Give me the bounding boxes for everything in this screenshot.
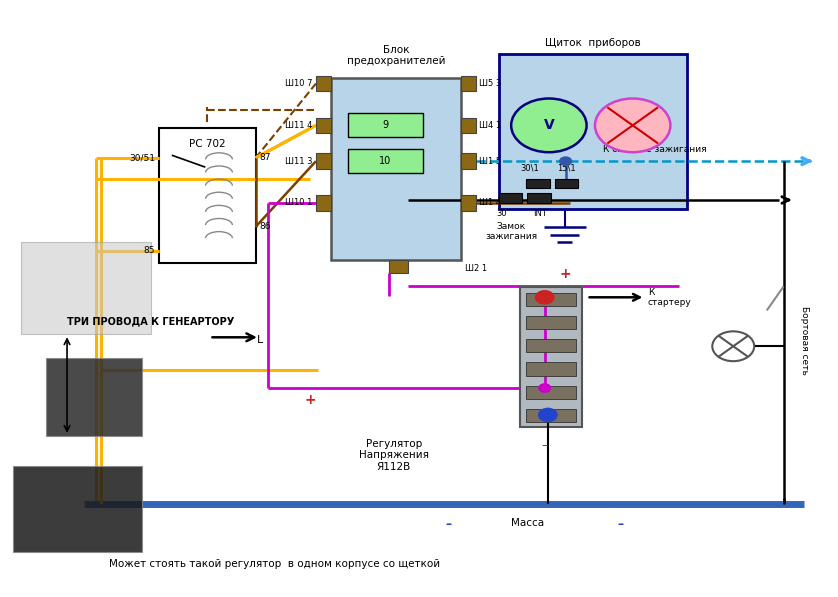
FancyBboxPatch shape [461, 118, 476, 133]
FancyBboxPatch shape [348, 149, 423, 173]
Text: INT: INT [534, 209, 547, 218]
Circle shape [539, 384, 551, 392]
Text: –: – [541, 439, 548, 452]
FancyBboxPatch shape [527, 193, 551, 203]
FancyBboxPatch shape [526, 293, 576, 306]
Text: Ш10 1: Ш10 1 [285, 198, 313, 208]
FancyBboxPatch shape [499, 54, 687, 209]
Text: Бортовая сеть: Бортовая сеть [800, 306, 809, 375]
Circle shape [712, 331, 754, 361]
Text: Может стоять такой регулятор  в одном корпусе со щеткой: Может стоять такой регулятор в одном кор… [109, 559, 440, 569]
FancyBboxPatch shape [461, 195, 476, 211]
Text: Замок
зажигания: Замок зажигания [485, 222, 537, 241]
Text: Масса: Масса [511, 518, 545, 528]
Text: К
стартеру: К стартеру [648, 288, 691, 307]
FancyBboxPatch shape [13, 466, 142, 552]
Text: Ш5 3: Ш5 3 [479, 79, 502, 88]
Text: 30/51: 30/51 [129, 153, 155, 162]
FancyBboxPatch shape [316, 153, 331, 169]
Text: L: L [256, 336, 263, 345]
Text: 15\1: 15\1 [557, 164, 576, 173]
Text: 30\1: 30\1 [520, 164, 539, 173]
FancyBboxPatch shape [348, 113, 423, 137]
Text: 86: 86 [260, 222, 272, 232]
FancyBboxPatch shape [555, 179, 578, 188]
Text: Регулятор
Напряжения
Я112В: Регулятор Напряжения Я112В [359, 439, 429, 472]
Text: 10: 10 [380, 156, 391, 166]
Circle shape [539, 408, 557, 421]
Text: РС 702: РС 702 [189, 139, 225, 149]
Text: Ш4 1: Ш4 1 [479, 121, 501, 130]
Text: 30: 30 [497, 209, 507, 218]
FancyBboxPatch shape [520, 287, 582, 427]
Text: Щиток  приборов: Щиток приборов [545, 38, 641, 48]
Text: –: – [617, 518, 623, 531]
FancyBboxPatch shape [316, 118, 331, 133]
Circle shape [595, 99, 670, 152]
FancyBboxPatch shape [461, 153, 476, 169]
FancyBboxPatch shape [21, 242, 151, 334]
Text: Блок
предохранителей: Блок предохранителей [347, 45, 445, 66]
FancyBboxPatch shape [461, 76, 476, 91]
FancyBboxPatch shape [526, 386, 576, 399]
FancyBboxPatch shape [316, 76, 331, 91]
Text: Ш1 5: Ш1 5 [479, 156, 501, 166]
Circle shape [560, 157, 572, 165]
Text: +: + [304, 393, 316, 407]
Circle shape [535, 291, 554, 304]
FancyBboxPatch shape [526, 179, 550, 188]
Circle shape [511, 99, 587, 152]
FancyBboxPatch shape [159, 128, 256, 263]
FancyBboxPatch shape [331, 78, 461, 260]
Text: К системе зажигания: К системе зажигания [603, 145, 707, 154]
FancyBboxPatch shape [526, 339, 576, 352]
Text: Ш10 7: Ш10 7 [285, 79, 313, 88]
Text: V: V [544, 118, 554, 133]
FancyBboxPatch shape [526, 362, 576, 376]
Text: 9: 9 [382, 121, 389, 130]
Text: Ш11 4: Ш11 4 [285, 121, 313, 130]
FancyBboxPatch shape [526, 316, 576, 329]
FancyBboxPatch shape [499, 193, 522, 203]
Text: 87: 87 [260, 153, 272, 162]
Text: Ш11 3: Ш11 3 [285, 156, 313, 166]
FancyBboxPatch shape [46, 358, 142, 436]
Text: 85: 85 [143, 246, 155, 256]
Text: ТРИ ПРОВОДА К ГЕНЕАРТОРУ: ТРИ ПРОВОДА К ГЕНЕАРТОРУ [67, 316, 235, 326]
FancyBboxPatch shape [526, 409, 576, 422]
Text: –: – [445, 518, 452, 531]
Text: Ш2 1: Ш2 1 [465, 264, 487, 273]
FancyBboxPatch shape [316, 195, 331, 211]
Text: Ш1 4: Ш1 4 [479, 198, 501, 208]
FancyBboxPatch shape [390, 260, 408, 273]
Text: +: + [560, 267, 572, 281]
